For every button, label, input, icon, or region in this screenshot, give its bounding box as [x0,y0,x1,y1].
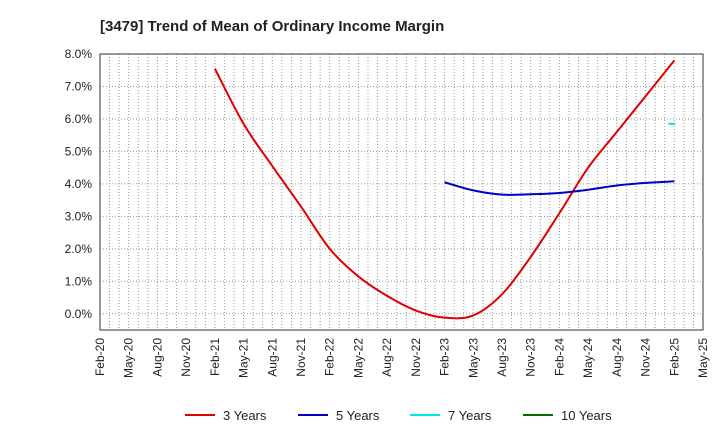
chart-title: [3479] Trend of Mean of Ordinary Income … [100,18,444,35]
x-tick-label: Nov-20 [179,338,193,377]
x-tick-label: Nov-22 [409,338,423,377]
grid [100,53,703,330]
x-tick-label: Feb-23 [438,338,452,376]
x-tick-label: May-25 [696,338,710,378]
legend-5-years-label: 5 Years [336,408,380,423]
x-tick-label: Feb-20 [93,338,107,376]
y-tick-label: 7.0% [65,79,93,93]
legend-10-years-label: 10 Years [561,408,612,423]
plot-area [99,53,704,331]
legend-3-years-label: 3 Years [223,408,267,423]
x-tick-label: Nov-21 [294,338,308,377]
x-tick-label: Nov-24 [639,338,653,377]
x-tick-label: Feb-21 [208,338,222,376]
x-tick-label: Feb-25 [667,338,681,376]
x-tick-label: May-23 [466,338,480,378]
series-lines [213,59,676,320]
x-tick-label: Aug-24 [610,338,624,377]
x-axis: Feb-20 May-20 Aug-20 Nov-20 Feb-21 May-21 Aug-… [93,338,710,378]
series-3-years-line [213,59,676,320]
y-tick-label: 5.0% [65,144,93,158]
series-5-years-line [444,180,675,196]
legend-7-years-label: 7 Years [448,408,492,423]
x-tick-label: Nov-23 [524,338,538,377]
x-tick-label: May-20 [122,338,136,378]
y-tick-label: 1.0% [65,274,93,288]
x-tick-label: May-24 [581,338,595,378]
y-tick-label: 8.0% [65,47,93,61]
x-tick-label: Aug-23 [495,338,509,377]
y-tick-label: 0.0% [65,307,93,321]
x-tick-label: Aug-22 [380,338,394,377]
y-tick-label: 6.0% [65,112,93,126]
x-tick-label: May-21 [237,338,251,378]
x-tick-label: May-22 [351,338,365,378]
legend: 3 Years 5 Years 7 Years 10 Years [185,408,612,423]
y-tick-label: 4.0% [65,177,93,191]
x-tick-label: Feb-22 [323,338,337,376]
x-tick-label: Feb-24 [552,338,566,376]
y-tick-label: 2.0% [65,242,93,256]
x-tick-label: Aug-20 [150,338,164,377]
y-tick-label: 3.0% [65,209,93,223]
y-axis: 8.0% 7.0% 6.0% 5.0% 4.0% 3.0% 2.0% 1.0% 0.0% [65,47,93,321]
x-tick-label: Aug-21 [265,338,279,377]
